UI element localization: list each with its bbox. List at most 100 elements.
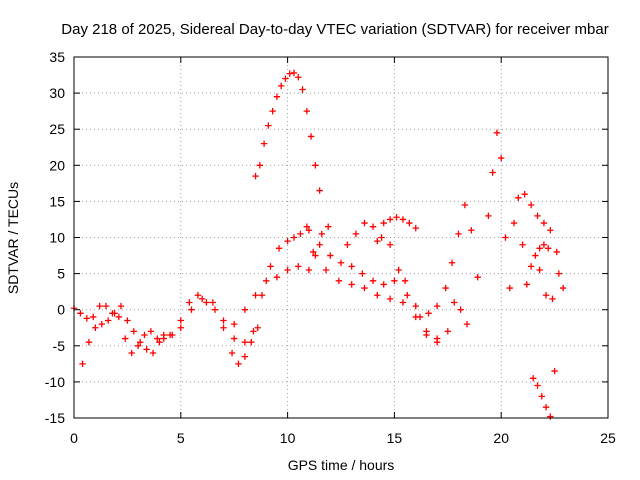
data-point [282, 75, 289, 82]
data-point [540, 219, 548, 227]
data-point [96, 302, 103, 310]
data-point [209, 299, 217, 306]
data-point [312, 162, 319, 169]
data-point [90, 313, 97, 321]
data-point [498, 154, 505, 162]
data-point [263, 277, 270, 285]
data-point [269, 107, 276, 115]
grid [74, 57, 608, 418]
x-tick-label: 5 [177, 430, 185, 446]
data-point [124, 317, 131, 324]
data-point [273, 274, 281, 281]
series-arc-12 [423, 299, 471, 342]
data-point [534, 212, 541, 220]
data-point [258, 292, 266, 299]
data-point [231, 335, 238, 342]
data-point [361, 284, 368, 292]
data-point [468, 227, 475, 234]
data-point [104, 317, 112, 324]
data-point [149, 349, 157, 357]
data-point [141, 331, 148, 339]
data-point [536, 245, 543, 252]
data-point [542, 292, 550, 299]
data-point [254, 324, 261, 331]
x-tick-label: 25 [600, 430, 616, 446]
data-point [154, 335, 161, 342]
data-point [241, 338, 249, 346]
data-point [538, 393, 545, 400]
data-point [386, 295, 394, 303]
data-point [203, 299, 210, 306]
data-point [284, 237, 291, 245]
x-axis-label: GPS time / hours [288, 457, 395, 473]
data-point [386, 216, 394, 223]
data-point [547, 227, 554, 234]
data-point [412, 224, 419, 232]
data-point [369, 277, 377, 285]
data-point [79, 360, 86, 368]
data-point [335, 277, 343, 285]
data-point [248, 338, 255, 346]
data-point [267, 263, 274, 270]
data-point [442, 284, 449, 292]
data-point [404, 292, 411, 299]
data-point [515, 194, 522, 201]
data-point [461, 201, 469, 209]
data-point [177, 317, 184, 324]
data-point [284, 266, 291, 274]
data-point [92, 324, 99, 331]
data-point [188, 306, 195, 313]
data-point [534, 382, 541, 389]
data-point [549, 295, 556, 303]
data-point [299, 86, 306, 93]
data-point [297, 230, 304, 238]
data-point [463, 320, 471, 328]
data-point [380, 219, 387, 227]
data-point [166, 331, 174, 339]
series-arc-11 [416, 201, 481, 321]
data-point [386, 241, 394, 248]
series-arc-8 [310, 248, 407, 306]
data-point [194, 292, 202, 299]
data-point [502, 234, 509, 241]
data-point [553, 248, 560, 256]
data-point [519, 241, 526, 248]
data-point [256, 162, 264, 169]
data-point [290, 69, 298, 77]
data-point [521, 190, 528, 198]
data-point [359, 270, 366, 277]
data-point [312, 252, 319, 259]
data-point [559, 284, 567, 292]
data-point [130, 328, 138, 335]
data-point [305, 266, 313, 274]
data-point [551, 367, 558, 375]
data-point [295, 263, 302, 270]
y-tick-label: 35 [49, 49, 65, 65]
data-point [252, 172, 259, 180]
data-point [493, 129, 501, 137]
data-point [277, 82, 285, 90]
y-axis-label: SDTVAR / TECUs [5, 182, 21, 294]
data-point [485, 212, 492, 220]
data-point [344, 241, 351, 248]
data-point [399, 216, 407, 223]
data-point [433, 335, 441, 342]
data-point [542, 403, 550, 411]
series-arc-13 [485, 129, 552, 292]
data-point [265, 122, 272, 129]
data-point [555, 270, 563, 277]
data-point [198, 295, 206, 303]
data-point [448, 259, 456, 266]
data-point [399, 299, 407, 306]
data-point [252, 292, 259, 299]
data-point [506, 284, 513, 292]
data-point [444, 328, 451, 335]
series-arc-7 [305, 227, 441, 346]
data-point [147, 328, 155, 335]
data-point [412, 302, 419, 310]
data-point [177, 324, 184, 331]
data-point [425, 310, 432, 317]
data-point [156, 338, 163, 346]
data-point [527, 201, 535, 209]
data-point [352, 230, 360, 238]
